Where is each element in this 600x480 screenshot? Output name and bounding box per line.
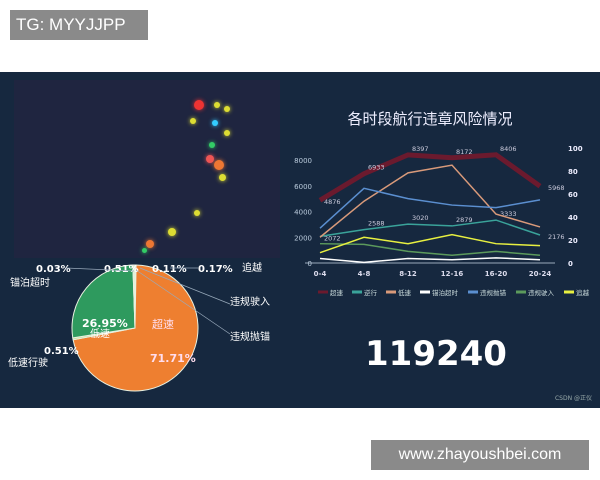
pie-chart: 0.03% 0.51% 0.11% 0.17% 0.51% 26.95%低速 超速 71.71… [8, 261, 270, 392]
y2-tick-label: 100 [568, 145, 583, 153]
data-label: 8397 [412, 145, 429, 153]
y2-tick-label: 20 [568, 237, 578, 245]
data-label: 3333 [500, 210, 517, 218]
data-label: 2072 [324, 234, 341, 242]
y2-tick-label: 80 [568, 168, 578, 176]
pie-label: 0.51% [104, 264, 139, 275]
pie-label: 0.17% [198, 264, 233, 275]
x-tick-label: 0-4 [314, 270, 327, 278]
y-tick-label: 0 [308, 260, 312, 268]
map-marker[interactable] [214, 160, 224, 170]
pie-label: 违规驶入 [230, 295, 270, 308]
pie-slice-other [132, 264, 136, 329]
data-label: 3020 [412, 214, 429, 222]
y-tick-label: 6000 [294, 183, 312, 191]
leader-line [135, 269, 231, 335]
legend-item: 锚泊超时 [432, 288, 459, 297]
map-marker[interactable] [190, 118, 196, 124]
data-label: 8172 [456, 148, 473, 156]
pie-label: 26.95% [82, 317, 128, 330]
map-marker[interactable] [224, 130, 230, 136]
map-marker[interactable] [194, 100, 204, 110]
series-line-超速 [318, 152, 542, 203]
total-count: 119240 [365, 334, 507, 374]
pie-slice-超速 [72, 264, 199, 392]
x-tick-label: 20-24 [529, 270, 552, 278]
map-heatmap[interactable] [14, 80, 280, 258]
map-marker[interactable] [219, 174, 226, 181]
legend-item: 违规驶入 [528, 288, 555, 297]
pie-label: 违规抛锚 [230, 330, 270, 343]
pie-label: 71.71% [150, 352, 196, 365]
x-tick-label: 8-12 [399, 270, 417, 278]
legend-item: 低速 [398, 288, 412, 297]
dashboard-panel: 各时段航行违章风险情况 0 2000 4000 6000 8000 0 20 40 60 80 10… [0, 72, 600, 408]
pie-label: 低速行驶 [8, 356, 48, 369]
map-marker[interactable] [168, 228, 176, 236]
y-tick-label: 2000 [294, 234, 312, 242]
map-marker[interactable] [212, 120, 218, 126]
pie-slice-低速 [71, 264, 136, 339]
series-line-低速 [319, 164, 541, 238]
pie-label: 0.51% [44, 346, 79, 357]
chart-title: 各时段航行违章风险情况 [347, 110, 513, 128]
map-marker[interactable] [209, 142, 215, 148]
data-label: 5968 [548, 184, 565, 192]
credit: CSDN @正仪 [554, 395, 592, 402]
x-tick-label: 16-20 [485, 270, 508, 278]
y2-tick-label: 0 [568, 260, 573, 268]
map-marker[interactable] [194, 210, 200, 216]
x-tick-label: 4-8 [358, 270, 371, 278]
series-line-锚泊超时 [319, 257, 541, 264]
data-label: 2176 [548, 233, 565, 241]
pie-label: 锚泊超时 [10, 276, 50, 289]
pie-label: 超速 [152, 317, 174, 331]
series-line-逆行 [319, 219, 541, 238]
leader-line [65, 267, 135, 272]
leader-line [139, 267, 231, 305]
series-line-追越 [319, 233, 541, 254]
map-marker[interactable] [142, 248, 147, 253]
map-marker[interactable] [146, 240, 154, 248]
tg-label: TG: MYYJJPP [10, 10, 148, 40]
series-line-违规驶入 [319, 242, 541, 257]
y-tick-label: 4000 [294, 209, 312, 217]
map-marker[interactable] [224, 106, 230, 112]
legend-item: 追越 [576, 288, 590, 297]
data-label: 4876 [324, 198, 341, 206]
data-label: 2588 [368, 220, 385, 228]
data-label: 2879 [456, 216, 473, 224]
legend-item: 逆行 [364, 288, 378, 297]
pie-label: 低速 [90, 327, 110, 340]
y2-tick-label: 60 [568, 191, 578, 199]
y2-tick-label: 40 [568, 214, 578, 222]
line-chart: 0 2000 4000 6000 8000 0 20 40 60 80 100 0-4 4-8 8-12 1… [294, 145, 590, 297]
series-line-违规抛锚 [319, 187, 541, 229]
y-tick-label: 8000 [294, 157, 312, 165]
map-marker[interactable] [214, 102, 220, 108]
legend-item: 违规抛锚 [480, 288, 507, 297]
pie-label: 追越 [242, 261, 262, 274]
pie-label: 0.11% [152, 264, 187, 275]
x-tick-label: 12-16 [441, 270, 464, 278]
pie-label: 0.03% [36, 264, 71, 275]
data-label: 6933 [368, 164, 385, 172]
data-label: 8406 [500, 145, 517, 153]
map-marker[interactable] [206, 155, 214, 163]
watermark: www.zhayoushbei.com [371, 440, 589, 470]
legend-item: 超速 [330, 288, 344, 297]
